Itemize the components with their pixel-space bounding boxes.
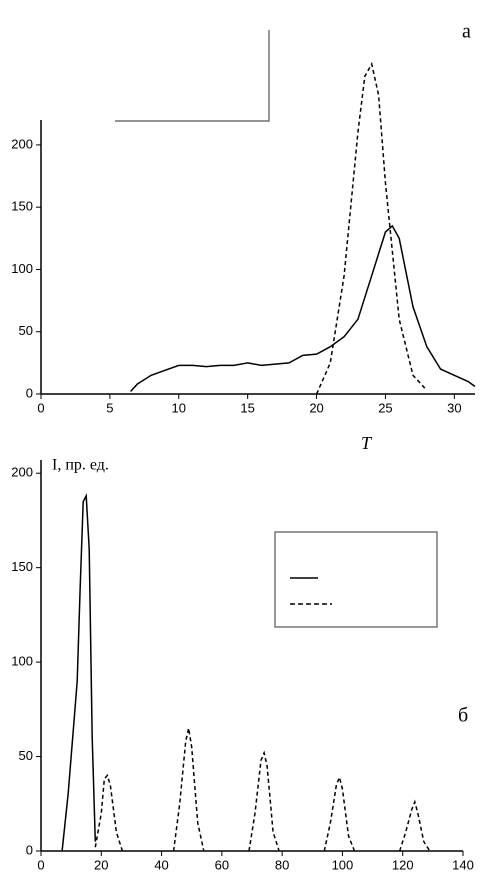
y-tick-label: 200 xyxy=(11,465,33,480)
x-tick-label: 0 xyxy=(37,857,44,872)
x-tick-label: 60 xyxy=(215,857,229,872)
data-line xyxy=(130,224,476,393)
data-line xyxy=(61,493,97,852)
x-tick-label: 140 xyxy=(452,857,474,872)
x-tick-label: 15 xyxy=(240,400,254,415)
legend-frame xyxy=(115,30,270,122)
data-line xyxy=(94,728,431,852)
y-tick-label: 50 xyxy=(19,748,33,763)
x-tick-label: 0 xyxy=(37,400,44,415)
x-tick-label: 100 xyxy=(332,857,354,872)
panel-label: а xyxy=(462,21,471,43)
x-tick-label: 30 xyxy=(447,400,461,415)
data-line xyxy=(315,61,428,395)
y-tick-label: 150 xyxy=(11,199,33,214)
y-tick-label: 100 xyxy=(11,261,33,276)
x-tick-label: 20 xyxy=(94,857,108,872)
y-tick-label: 150 xyxy=(11,559,33,574)
x-tick-label: 20 xyxy=(309,400,323,415)
y-tick-label: 0 xyxy=(26,842,33,857)
y-axis-label: I, пр. ед. xyxy=(52,457,109,474)
x-tick-label: 5 xyxy=(106,400,113,415)
y-tick-label: 0 xyxy=(26,385,33,400)
y-tick-label: 50 xyxy=(19,323,33,338)
x-tick-label: 80 xyxy=(275,857,289,872)
legend-frame xyxy=(274,531,438,628)
x-tick-label: 120 xyxy=(392,857,414,872)
x-tick-label: 10 xyxy=(172,400,186,415)
x-tick-label: 25 xyxy=(378,400,392,415)
y-tick-label: 100 xyxy=(11,654,33,669)
x-axis-label: T xyxy=(361,433,373,453)
y-tick-label: 200 xyxy=(11,136,33,151)
x-tick-label: 40 xyxy=(154,857,168,872)
panel-label: б xyxy=(458,705,468,727)
